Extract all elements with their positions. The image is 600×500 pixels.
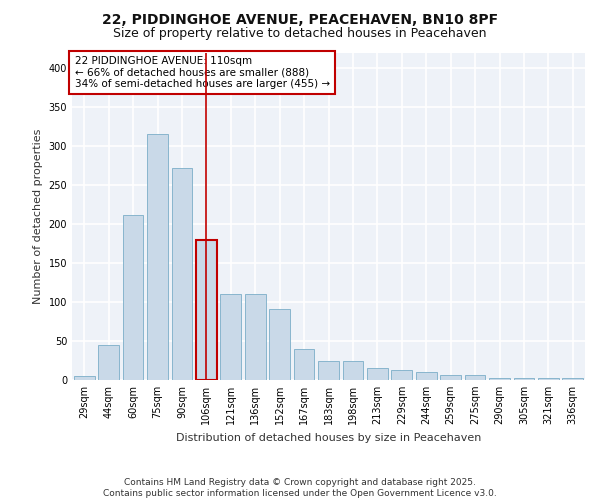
Text: 22, PIDDINGHOE AVENUE, PEACEHAVEN, BN10 8PF: 22, PIDDINGHOE AVENUE, PEACEHAVEN, BN10 …: [102, 12, 498, 26]
Text: 22 PIDDINGHOE AVENUE: 110sqm
← 66% of detached houses are smaller (888)
34% of s: 22 PIDDINGHOE AVENUE: 110sqm ← 66% of de…: [74, 56, 329, 89]
Bar: [416, 372, 437, 380]
Bar: [147, 134, 168, 380]
Bar: [196, 240, 217, 380]
Bar: [293, 349, 314, 380]
Bar: [172, 168, 193, 380]
Bar: [220, 294, 241, 380]
Bar: [464, 376, 485, 380]
Y-axis label: Number of detached properties: Number of detached properties: [33, 128, 43, 304]
Bar: [269, 309, 290, 380]
Bar: [74, 376, 95, 380]
Bar: [318, 360, 339, 380]
Bar: [514, 378, 535, 380]
Text: Size of property relative to detached houses in Peacehaven: Size of property relative to detached ho…: [113, 28, 487, 40]
Text: Contains HM Land Registry data © Crown copyright and database right 2025.
Contai: Contains HM Land Registry data © Crown c…: [103, 478, 497, 498]
Bar: [391, 370, 412, 380]
X-axis label: Distribution of detached houses by size in Peacehaven: Distribution of detached houses by size …: [176, 432, 481, 442]
Bar: [440, 376, 461, 380]
Bar: [343, 360, 364, 380]
Bar: [562, 378, 583, 380]
Bar: [538, 378, 559, 380]
Bar: [122, 214, 143, 380]
Bar: [489, 378, 510, 380]
Bar: [98, 345, 119, 380]
Bar: [245, 294, 266, 380]
Bar: [367, 368, 388, 380]
